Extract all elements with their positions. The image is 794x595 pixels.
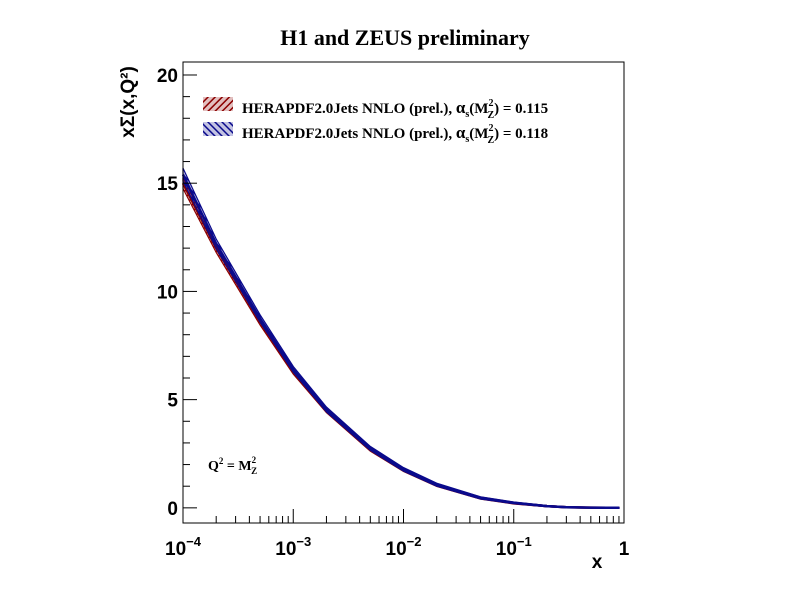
y-tick-label-0: 0 bbox=[167, 499, 178, 520]
y-tick-label-4: 20 bbox=[157, 66, 178, 87]
chart-title: H1 and ZEUS preliminary bbox=[280, 25, 530, 50]
x-axis-label: x bbox=[592, 552, 603, 573]
legend-swatch-1 bbox=[203, 122, 233, 136]
x-tick-labels: 10−4 10−3 10−2 10−1 1 bbox=[165, 534, 630, 560]
legend-label-1: HERAPDF2.0Jets NNLO (prel.), αs(M2 Z) = 0… bbox=[242, 123, 548, 146]
legend: HERAPDF2.0Jets NNLO (prel.), αs(M2 Z) = 0… bbox=[203, 97, 548, 146]
series-band-1 bbox=[182, 167, 620, 509]
series-layer bbox=[181, 167, 620, 510]
series-line-1 bbox=[181, 173, 619, 510]
y-tick-label-2: 10 bbox=[157, 282, 178, 303]
x-tick-label-0: 10−4 bbox=[165, 534, 202, 560]
x-tick-label-3: 10−1 bbox=[496, 534, 532, 560]
legend-entry-0: HERAPDF2.0Jets NNLO (prel.), αs(M2 Z) = 0… bbox=[203, 97, 548, 121]
y-tick-labels: 0 5 10 15 20 bbox=[157, 66, 179, 520]
x-tick-label-1: 10−3 bbox=[275, 534, 311, 560]
y-tick-label-3: 15 bbox=[157, 174, 179, 195]
x-tick-label-4: 1 bbox=[619, 539, 630, 560]
legend-swatch-0 bbox=[203, 97, 233, 111]
plot-frame bbox=[182, 61, 625, 524]
y-axis-label: xΣ(x,Q²) bbox=[118, 66, 139, 138]
legend-entry-1: HERAPDF2.0Jets NNLO (prel.), αs(M2 Z) = 0… bbox=[203, 122, 548, 146]
x-tick-label-2: 10−2 bbox=[386, 534, 422, 560]
scale-annotation: Q2 = M2 Z bbox=[208, 455, 257, 476]
legend-label-0: HERAPDF2.0Jets NNLO (prel.), αs(M2 Z) = 0… bbox=[242, 98, 548, 121]
y-tick-label-1: 5 bbox=[167, 391, 178, 412]
